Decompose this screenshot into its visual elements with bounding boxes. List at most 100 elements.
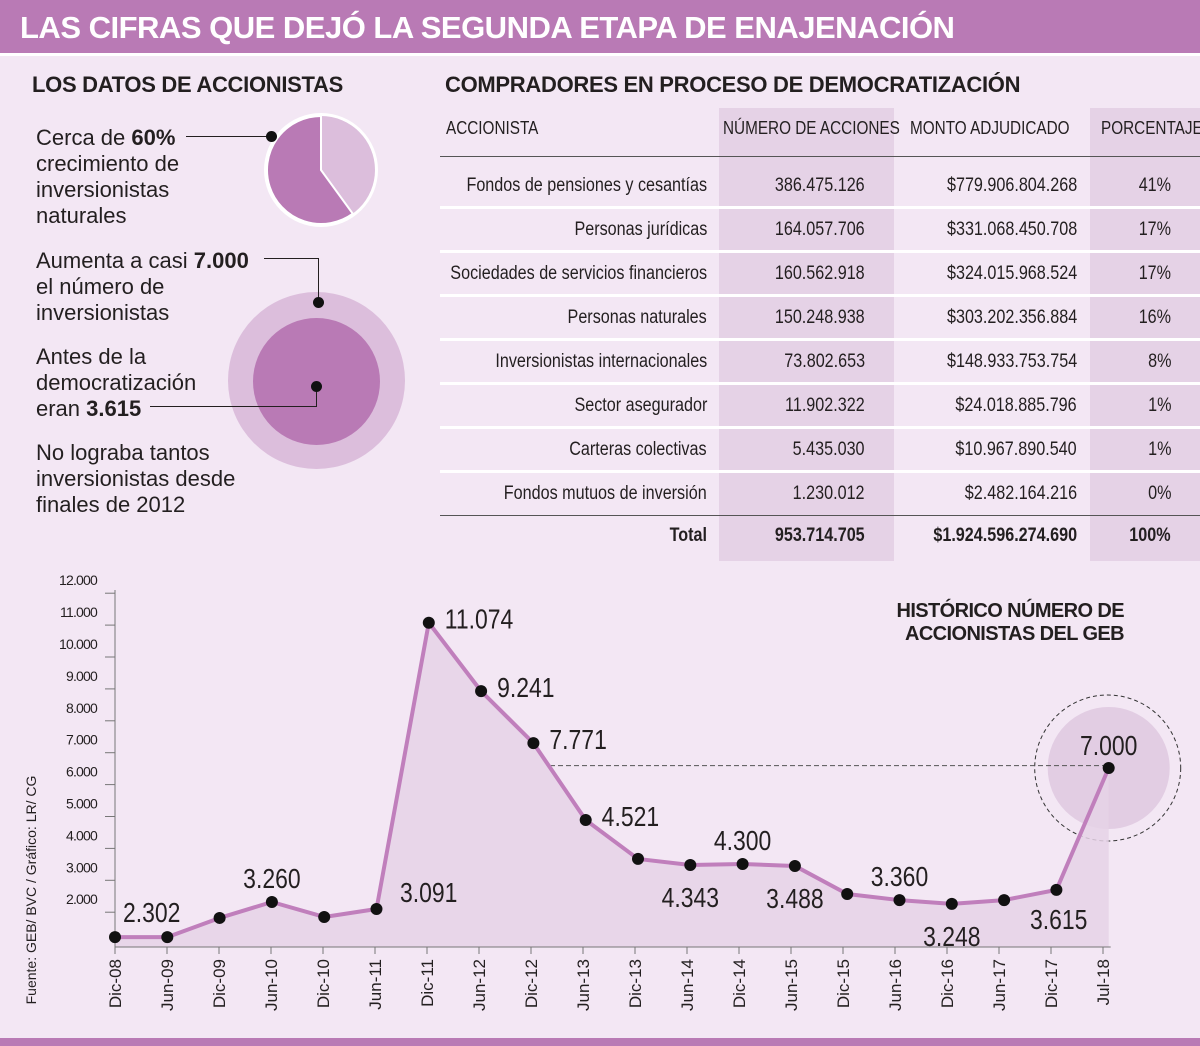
leader-line bbox=[316, 387, 317, 407]
data-label: 11.074 bbox=[445, 605, 514, 636]
data-point bbox=[318, 910, 331, 923]
data-label: 4.343 bbox=[662, 883, 719, 914]
fact-before: Antes de la democratización eran 3.615 bbox=[36, 344, 196, 422]
chart-title: ACCIONISTAS DEL GEB bbox=[905, 623, 1124, 645]
x-tick-label: Dic-16 bbox=[938, 959, 957, 1008]
fact-text: inversionistas bbox=[36, 300, 170, 325]
data-label: 3.488 bbox=[766, 884, 823, 915]
column-header: PORCENTAJE bbox=[1101, 118, 1200, 138]
leader-dot bbox=[266, 131, 277, 142]
fact-text: Aumenta a casi bbox=[36, 248, 194, 273]
series-line bbox=[115, 620, 1111, 940]
data-label: 2.302 bbox=[123, 898, 180, 929]
row-percent: 0% bbox=[1147, 483, 1171, 504]
fact-growth: Cerca de 60% crecimiento de inversionist… bbox=[36, 125, 179, 229]
data-point bbox=[632, 852, 644, 865]
data-point bbox=[527, 737, 540, 750]
row-shares: 386.475.126 bbox=[775, 175, 865, 196]
x-tick-label: Dic-14 bbox=[730, 959, 749, 1008]
y-tick-label: 3.000 bbox=[66, 859, 98, 875]
data-label: 7.771 bbox=[549, 725, 606, 756]
row-amount: $10.967.890.540 bbox=[955, 439, 1077, 460]
x-tick-label: Dic-15 bbox=[834, 959, 853, 1008]
row-amount: $324.015.968.524 bbox=[946, 263, 1077, 284]
x-tick-label: Jul-18 bbox=[1094, 959, 1113, 1005]
data-point bbox=[945, 897, 958, 910]
page-title: LAS CIFRAS QUE DEJÓ LA SEGUNDA ETAPA DE … bbox=[20, 10, 955, 45]
data-point bbox=[841, 888, 854, 901]
x-tick-label: Dic-12 bbox=[522, 959, 541, 1008]
row-percent: 41% bbox=[1138, 175, 1171, 196]
row-shares: 5.435.030 bbox=[793, 439, 865, 460]
column-header: NÚMERO DE ACCIONES bbox=[723, 118, 900, 138]
row-amount: $148.933.753.754 bbox=[946, 351, 1077, 372]
total-divider bbox=[440, 515, 1200, 516]
data-label: 3.248 bbox=[923, 922, 980, 953]
x-tick-label: Dic-13 bbox=[626, 959, 645, 1008]
data-point bbox=[370, 903, 383, 916]
y-tick-label: 6.000 bbox=[66, 764, 98, 780]
bottom-bar bbox=[0, 1038, 1200, 1046]
row-label: Inversionistas internacionales bbox=[495, 351, 707, 372]
x-tick-label: Dic-11 bbox=[418, 959, 437, 1007]
data-point bbox=[788, 859, 801, 872]
row-percent: 16% bbox=[1138, 307, 1171, 328]
x-tick-label: Dic-17 bbox=[1042, 959, 1061, 1008]
data-point bbox=[684, 858, 697, 871]
column-shade bbox=[719, 108, 894, 561]
fact-investors: Aumenta a casi 7.000 el número de invers… bbox=[36, 248, 249, 326]
y-tick-label: 7.000 bbox=[66, 732, 98, 748]
row-amount: $24.018.885.796 bbox=[955, 395, 1077, 416]
row-amount: $331.068.450.708 bbox=[946, 219, 1077, 240]
total-label: Total bbox=[669, 525, 707, 546]
pie-chart bbox=[264, 113, 378, 227]
row-label: Sociedades de servicios financieros bbox=[450, 263, 707, 284]
y-tick-label: 8.000 bbox=[66, 700, 98, 716]
row-separator bbox=[440, 294, 1200, 297]
fact-value: 60% bbox=[131, 125, 176, 150]
x-tick-label: Jun-13 bbox=[574, 959, 593, 1011]
x-tick-label: Jun-12 bbox=[470, 959, 489, 1011]
leader-dot bbox=[313, 297, 324, 308]
column-shade bbox=[1090, 108, 1200, 561]
row-separator bbox=[440, 470, 1200, 473]
data-label: 4.521 bbox=[602, 802, 659, 833]
row-separator bbox=[440, 206, 1200, 209]
data-point bbox=[161, 931, 174, 944]
row-percent: 1% bbox=[1147, 439, 1171, 460]
row-separator bbox=[440, 338, 1200, 341]
row-amount: $303.202.356.884 bbox=[946, 307, 1077, 328]
x-tick-label: Jun-17 bbox=[990, 959, 1009, 1011]
y-tick-label: 2.000 bbox=[66, 891, 98, 907]
data-label: 3.615 bbox=[1030, 905, 1087, 936]
y-tick-label: 5.000 bbox=[66, 796, 98, 812]
data-point bbox=[475, 685, 488, 698]
data-point bbox=[893, 894, 906, 907]
data-point bbox=[579, 814, 592, 827]
row-percent: 17% bbox=[1138, 219, 1171, 240]
y-tick-label: 4.000 bbox=[66, 827, 98, 843]
leader-line bbox=[264, 258, 318, 259]
row-percent: 1% bbox=[1147, 395, 1171, 416]
fact-text: No lograba tantos bbox=[36, 440, 210, 465]
y-tick-label: 11.000 bbox=[60, 604, 98, 620]
row-shares: 160.562.918 bbox=[775, 263, 865, 284]
fact-text: el número de bbox=[36, 274, 165, 299]
data-label: 3.260 bbox=[243, 864, 300, 895]
row-shares: 11.902.322 bbox=[785, 395, 865, 416]
x-tick-label: Jun-15 bbox=[782, 959, 801, 1011]
data-point bbox=[1050, 883, 1063, 896]
fact-text: crecimiento de bbox=[36, 151, 180, 176]
fact-text: eran bbox=[36, 396, 87, 421]
data-label: 7.000 bbox=[1080, 731, 1137, 762]
row-separator bbox=[440, 382, 1200, 385]
column-header: ACCIONISTA bbox=[446, 118, 539, 138]
row-percent: 17% bbox=[1138, 263, 1171, 284]
data-label: 3.091 bbox=[400, 878, 457, 909]
row-shares: 150.248.938 bbox=[775, 307, 865, 328]
x-tick-label: Jun-11 bbox=[366, 959, 385, 1010]
x-tick-label: Jun-09 bbox=[158, 959, 177, 1011]
row-shares: 73.802.653 bbox=[784, 351, 865, 372]
left-heading: LOS DATOS DE ACCIONISTAS bbox=[32, 72, 344, 97]
title-bar: LAS CIFRAS QUE DEJÓ LA SEGUNDA ETAPA DE … bbox=[0, 0, 1200, 56]
